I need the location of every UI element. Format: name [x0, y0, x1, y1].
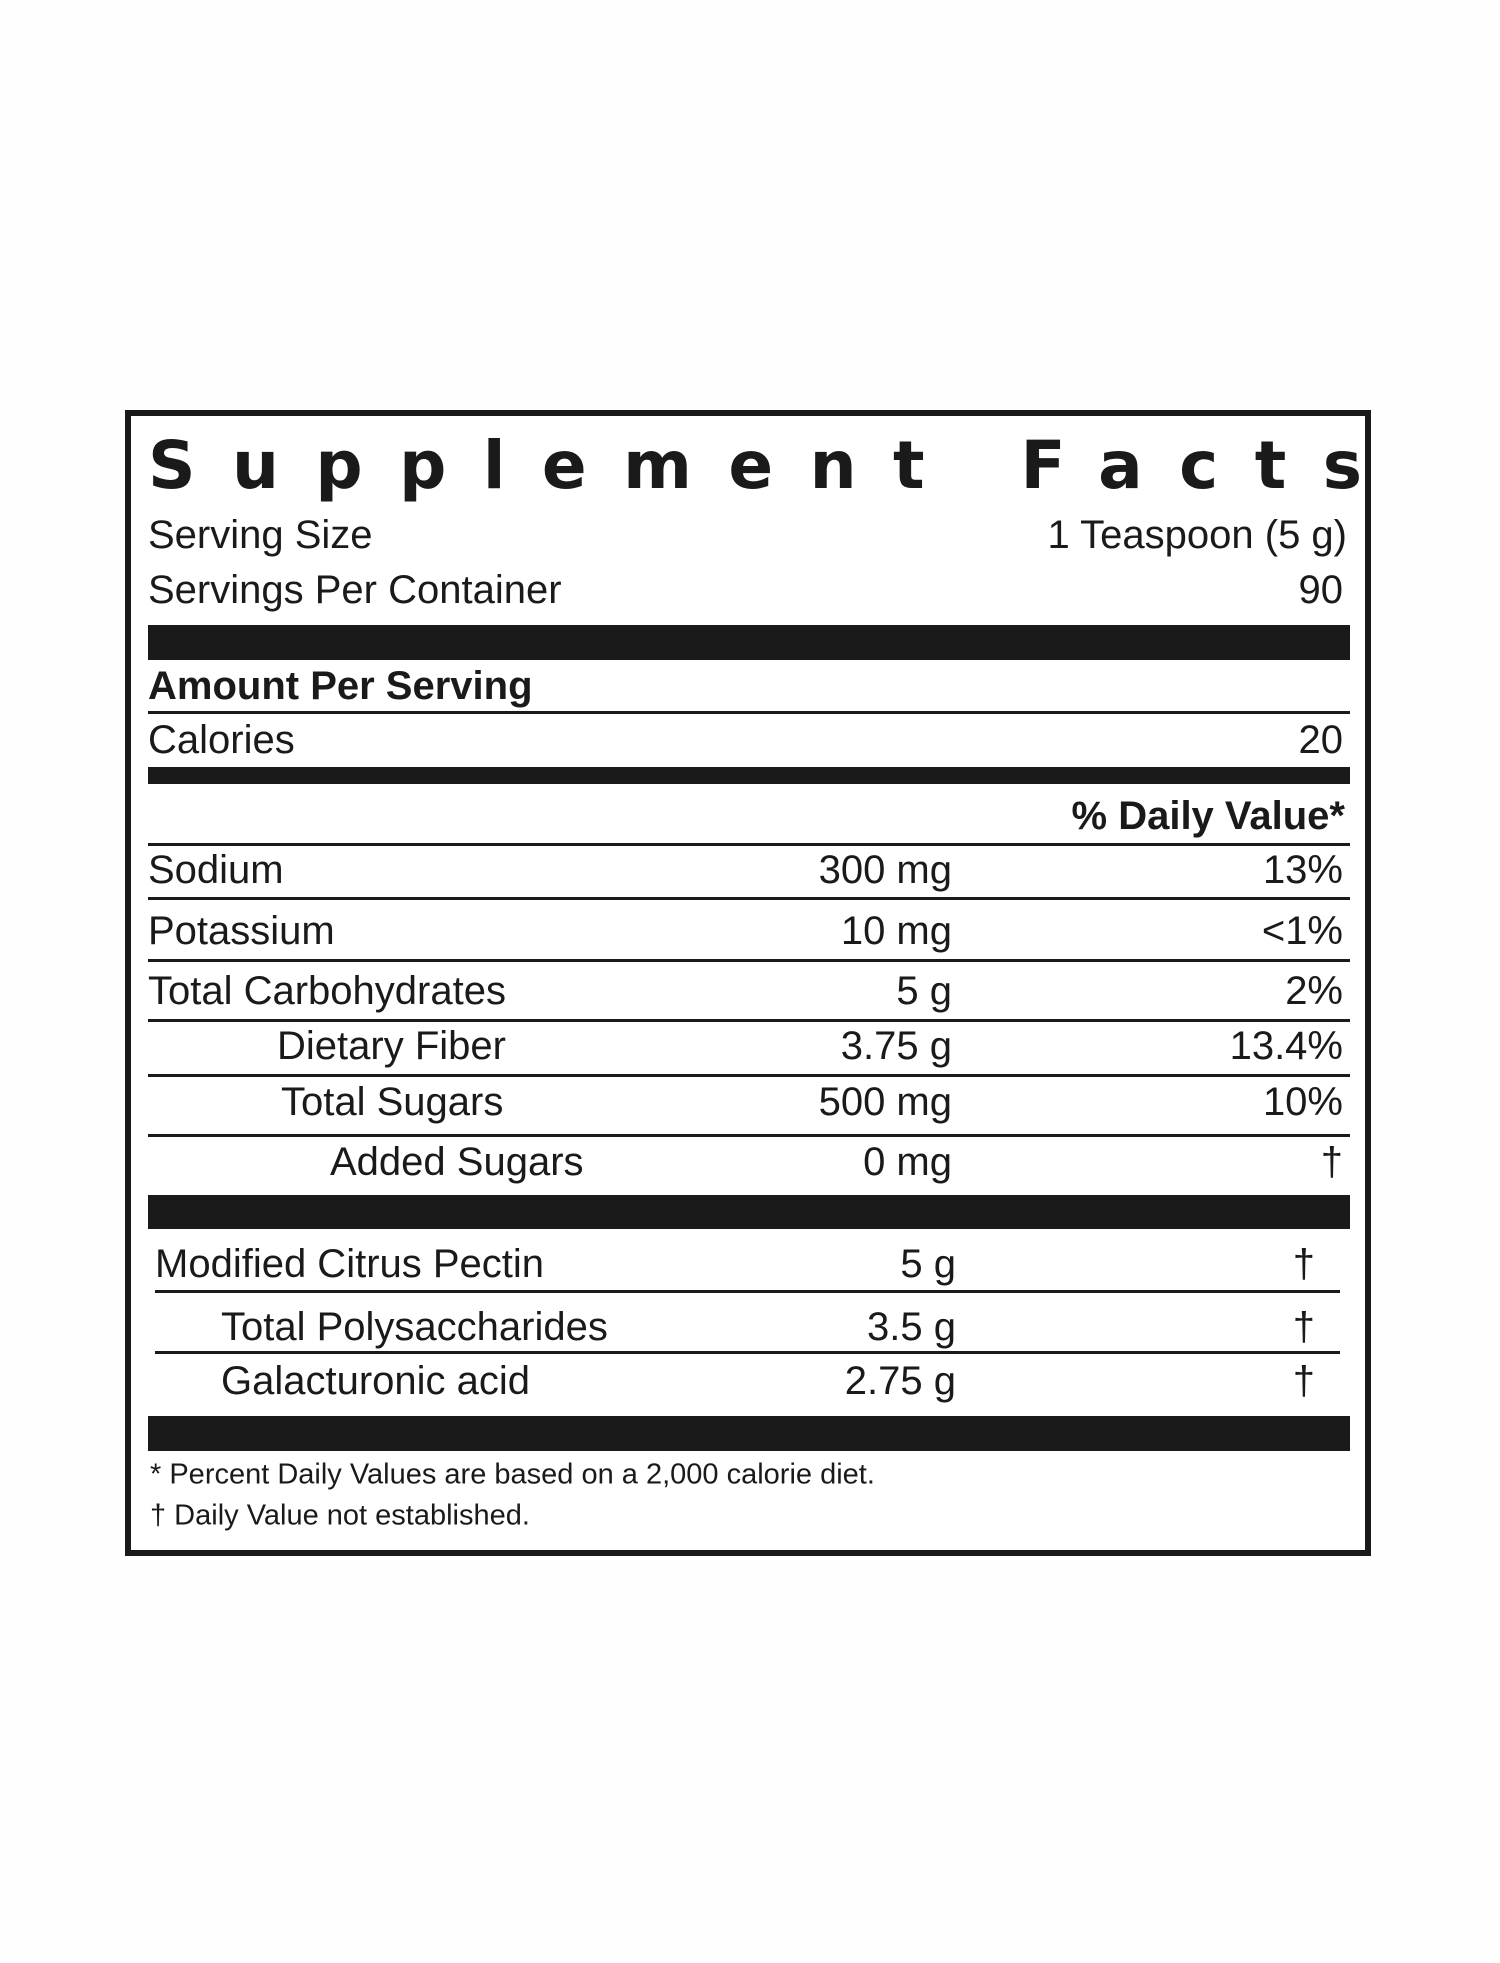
medium-rule [148, 767, 1350, 784]
rule [155, 1290, 1340, 1293]
ingredient-amount: 5 g [900, 1242, 956, 1286]
ingredient-name: Modified Citrus Pectin [155, 1242, 545, 1286]
title: Supplement Facts [148, 427, 1399, 504]
rule [148, 843, 1350, 846]
rule [148, 1019, 1350, 1022]
nutrient-name: Added Sugars [330, 1140, 584, 1184]
nutrient-name: Dietary Fiber [277, 1024, 506, 1068]
nutrient-daily-value: 13.4% [1229, 1024, 1343, 1068]
nutrient-name: Potassium [148, 909, 335, 953]
ingredient-daily-value: † [1292, 1242, 1315, 1286]
nutrient-amount: 10 mg [840, 909, 952, 953]
nutrient-daily-value: 2% [1285, 969, 1343, 1013]
nutrient-daily-value: 10% [1262, 1080, 1343, 1124]
nutrient-amount: 300 mg [818, 848, 952, 892]
footnote: † Daily Value not established. [150, 1499, 530, 1532]
ingredient-name: Galacturonic acid [221, 1359, 531, 1403]
rule [148, 959, 1350, 962]
nutrient-amount: 5 g [896, 969, 952, 1013]
servings: 90 [1298, 568, 1344, 612]
ingredient-daily-value: † [1292, 1359, 1315, 1403]
serving-size-label: Serving Size [148, 513, 373, 557]
servings-label: Servings Per Container [148, 568, 562, 612]
supplement-facts-panel [125, 410, 1371, 1556]
nutrient-amount: 500 mg [818, 1080, 952, 1124]
rule [148, 1134, 1350, 1137]
rule [148, 897, 1350, 900]
nutrient-name: Sodium [148, 848, 284, 892]
calories-label: Calories [148, 718, 295, 762]
thick-rule [148, 1416, 1350, 1451]
ingredient-amount: 2.75 g [844, 1359, 956, 1403]
serving-size: 1 Teaspoon (5 g) [1047, 513, 1347, 557]
nutrient-name: Total Sugars [281, 1080, 504, 1124]
nutrient-daily-value: † [1320, 1140, 1343, 1184]
nutrient-amount: 3.75 g [840, 1024, 952, 1068]
nutrient-daily-value: <1% [1261, 909, 1343, 953]
daily-value-header: % Daily Value* [1071, 794, 1345, 838]
footnote: * Percent Daily Values are based on a 2,… [150, 1458, 875, 1491]
nutrient-name: Total Carbohydrates [148, 969, 506, 1013]
thick-rule [148, 625, 1350, 660]
rule [155, 1351, 1340, 1354]
rule [148, 711, 1350, 714]
thick-rule [148, 1195, 1350, 1229]
amount-per-serving: Amount Per Serving [148, 664, 533, 708]
nutrient-daily-value: 13% [1262, 848, 1343, 892]
ingredient-name: Total Polysaccharides [221, 1305, 608, 1349]
calories: 20 [1298, 718, 1344, 762]
nutrient-amount: 0 mg [863, 1140, 952, 1184]
ingredient-amount: 3.5 g [867, 1305, 956, 1349]
ingredient-daily-value: † [1292, 1305, 1315, 1349]
rule [148, 1074, 1350, 1077]
